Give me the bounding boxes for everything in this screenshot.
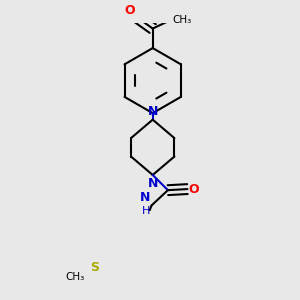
- Text: CH₃: CH₃: [172, 15, 191, 25]
- Text: S: S: [91, 261, 100, 274]
- Text: O: O: [188, 183, 199, 196]
- Text: N: N: [140, 191, 150, 204]
- Text: O: O: [124, 4, 135, 17]
- Text: N: N: [148, 177, 158, 190]
- Text: CH₃: CH₃: [65, 272, 84, 282]
- Text: H: H: [142, 206, 150, 216]
- Text: N: N: [148, 105, 158, 118]
